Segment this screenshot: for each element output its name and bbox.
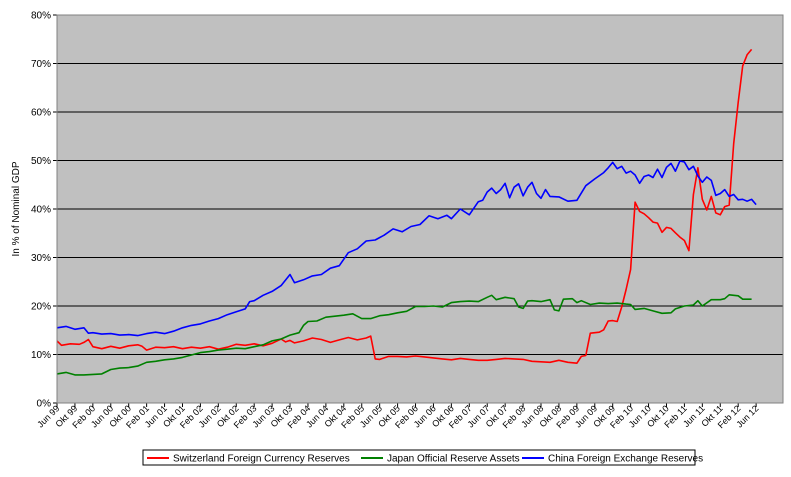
y-tick-label: 10% xyxy=(31,350,51,361)
legend-label: Japan Official Reserve Assets xyxy=(387,454,520,465)
legend-box xyxy=(142,449,696,466)
legend-label: Switzerland Foreign Currency Reserves xyxy=(173,454,350,465)
y-tick-label: 30% xyxy=(31,253,51,264)
y-tick-label: 0% xyxy=(37,399,52,410)
y-tick-label: 60% xyxy=(31,108,51,119)
y-tick-label: 80% xyxy=(31,11,51,22)
y-tick-label: 20% xyxy=(31,302,51,313)
legend: Switzerland Foreign Currency Reserves Jap… xyxy=(142,449,703,466)
y-tick-label: 50% xyxy=(31,156,51,167)
plot-area-border xyxy=(56,14,784,404)
legend-label: China Foreign Exchange Reserves xyxy=(548,454,703,465)
gridlines xyxy=(53,14,783,407)
data-series xyxy=(56,48,757,376)
y-tick-label: 70% xyxy=(31,59,51,70)
y-tick-label: 40% xyxy=(31,205,51,216)
y-axis-tick-labels: 0% 10% 20% 30% 40% 50% 60% 70% 80% xyxy=(31,11,51,410)
series-line-china-foreign-exchange-reserves xyxy=(56,160,757,337)
series-line-switzerland-foreign-currency-reserves xyxy=(56,48,753,365)
y-axis-title: In % of Nominal GDP xyxy=(11,161,22,256)
series-line-japan-official-reserve-assets xyxy=(56,293,752,376)
